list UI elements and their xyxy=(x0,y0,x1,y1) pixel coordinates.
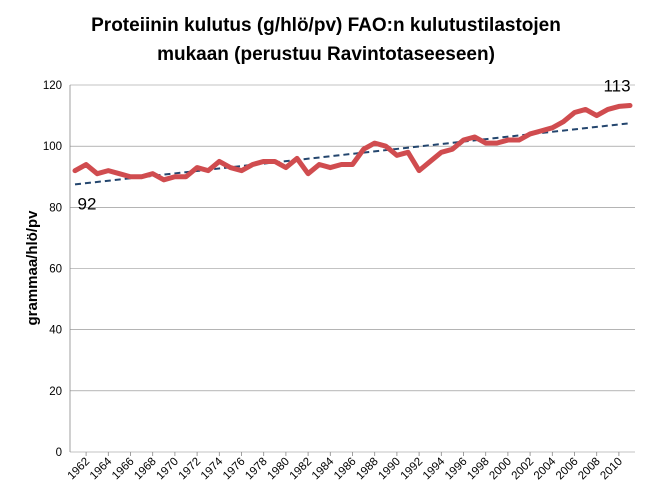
x-tick-label: 1978 xyxy=(243,456,270,483)
data-annotation: 113 xyxy=(603,76,630,95)
x-tick-label: 1980 xyxy=(265,456,292,483)
x-tick-label: 1996 xyxy=(443,456,470,483)
x-tick-label: 2004 xyxy=(532,455,559,482)
x-tick-label: 1992 xyxy=(399,456,426,483)
x-tick-label: 1970 xyxy=(154,456,181,483)
x-tick-label: 1976 xyxy=(221,456,248,483)
protein-series-line xyxy=(72,102,633,183)
annotations: 92 113 xyxy=(78,76,631,213)
y-tick-label: 120 xyxy=(43,80,62,92)
data-annotation: 92 xyxy=(78,195,97,214)
x-tick-label: 2000 xyxy=(487,456,514,483)
x-tick-label: 2002 xyxy=(510,456,537,483)
x-tick-label: 1968 xyxy=(132,456,159,483)
x-tick-label: 1974 xyxy=(199,455,226,482)
chart-title: Proteiinin kulutus (g/hlö/pv) FAO:n kulu… xyxy=(91,15,561,65)
x-tick-label: 1990 xyxy=(376,456,403,483)
y-tick-label: 20 xyxy=(49,386,62,398)
y-tick-label: 80 xyxy=(49,202,62,214)
plot-series xyxy=(72,102,633,186)
x-tick-label: 1994 xyxy=(421,455,448,482)
y-tick-label: 100 xyxy=(43,141,62,153)
y-axis-label: grammaa/hlö/pv xyxy=(24,210,41,326)
x-tick-label: 1964 xyxy=(88,455,115,482)
y-tick-label: 0 xyxy=(56,447,62,459)
x-tick-label: 1972 xyxy=(177,456,204,483)
x-tick-label: 1998 xyxy=(465,456,492,483)
x-tick-label: 1988 xyxy=(354,456,381,483)
grid-lines xyxy=(69,84,635,453)
x-tick-label: 1966 xyxy=(110,456,137,483)
x-tick-label: 2008 xyxy=(576,456,603,483)
chart-title-line-2: mukaan (perustuu Ravintotaseeseen) xyxy=(157,44,495,65)
y-tick-label: 40 xyxy=(49,325,62,337)
x-tick-label: 2010 xyxy=(598,456,625,483)
x-tick-label: 1982 xyxy=(288,456,315,483)
y-tick-labels: 0 20 40 60 80 100 120 xyxy=(43,80,62,459)
x-tick-label: 1984 xyxy=(310,455,337,482)
x-tick-label: 1986 xyxy=(332,456,359,483)
x-tick-label: 1962 xyxy=(66,456,93,483)
chart-title-line-1: Proteiinin kulutus (g/hlö/pv) FAO:n kulu… xyxy=(91,15,561,36)
x-tick-labels: 1962196419661968197019721974197619781980… xyxy=(66,452,625,482)
x-tick-label: 2006 xyxy=(554,456,581,483)
y-tick-label: 60 xyxy=(49,264,62,276)
